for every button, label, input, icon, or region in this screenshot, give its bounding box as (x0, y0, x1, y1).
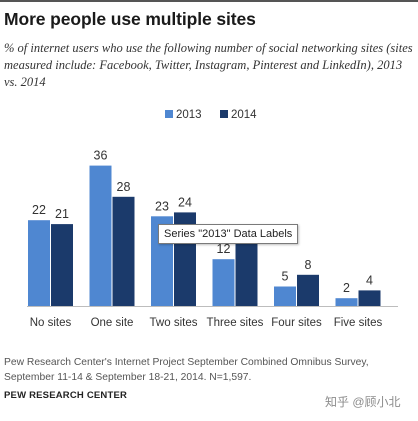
legend-swatch-2014 (220, 110, 228, 118)
x-tick-label: Four sites (271, 317, 322, 329)
bar-2014-three-sites[interactable] (235, 243, 258, 306)
bar-2014-four-sites[interactable] (297, 274, 319, 306)
x-tick-label: One site (91, 317, 134, 329)
data-label-2013-no-sites: 22 (32, 203, 46, 217)
data-label-2013-two-sites: 23 (155, 199, 169, 213)
source-credit: PEW RESEARCH CENTER (4, 390, 128, 401)
chart-subtitle: % of internet users who use the followin… (4, 41, 413, 89)
data-label-2013-four-sites: 5 (282, 270, 289, 284)
source-note: Pew Research Center's Internet Project S… (4, 357, 369, 383)
x-tick-label: Two sites (150, 317, 198, 329)
x-tick-label: Three sites (207, 317, 264, 329)
data-label-2014-one-site: 28 (117, 180, 131, 194)
bar-2013-four-sites[interactable] (274, 286, 296, 307)
bar-2014-five-sites[interactable] (358, 290, 381, 306)
data-label-2014-no-sites: 21 (55, 207, 69, 221)
x-tick-label: No sites (30, 317, 72, 329)
data-label-2013-three-sites: 12 (217, 242, 231, 256)
watermark: 知乎 @顾小北 (325, 395, 401, 409)
bar-2013-five-sites[interactable] (335, 298, 358, 306)
legend-swatch-2013 (165, 110, 173, 118)
bar-2014-one-site[interactable] (112, 196, 135, 306)
bar-2013-no-sites[interactable] (28, 220, 50, 306)
top-rule (0, 0, 418, 2)
bar-2013-three-sites[interactable] (212, 259, 235, 306)
bar-2013-one-site[interactable] (89, 165, 112, 306)
data-label-2014-four-sites: 8 (305, 258, 312, 272)
bar-2014-no-sites[interactable] (51, 224, 73, 306)
data-label-2014-two-sites: 24 (178, 195, 192, 209)
x-tick-label: Five sites (334, 317, 383, 329)
data-label-2013-one-site: 36 (94, 149, 108, 163)
data-label-2014-five-sites: 4 (366, 273, 373, 287)
legend-label-2014: 2014 (231, 109, 257, 121)
chart-title: More people use multiple sites (4, 9, 256, 29)
legend-label-2013: 2013 (176, 109, 202, 121)
data-label-2013-five-sites: 2 (343, 281, 350, 295)
data-label-tooltip: Series "2013" Data Labels (158, 224, 299, 244)
